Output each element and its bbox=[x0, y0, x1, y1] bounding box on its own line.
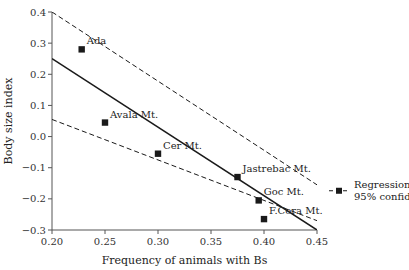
y-tick-label: 0.1 bbox=[30, 100, 46, 111]
x-axis-label: Frequency of animals with Bs bbox=[102, 254, 268, 267]
x-tick bbox=[317, 230, 318, 234]
x-tick-label: 0.25 bbox=[94, 236, 116, 247]
legend-label: Regression95% confid. bbox=[354, 179, 409, 202]
y-axis-label: Body size index bbox=[2, 77, 15, 165]
legend-item: Regression95% confid. bbox=[329, 179, 409, 202]
y-tick-label: −0.2 bbox=[22, 193, 46, 204]
y-tick bbox=[48, 12, 52, 13]
chart: 0.20 0.25 0.30 0.35 0.40 0.45 −0.3 −0.2 −0.1 0.0 0… bbox=[0, 0, 409, 270]
y-tick-label: −0.1 bbox=[22, 162, 46, 173]
point bbox=[102, 119, 108, 125]
y-tick bbox=[48, 136, 52, 137]
x-tick bbox=[264, 230, 265, 234]
point bbox=[261, 216, 267, 222]
confidence-line bbox=[52, 12, 317, 185]
y-tick-label: 0.0 bbox=[30, 131, 46, 142]
legend-marker bbox=[336, 188, 342, 194]
x-tick-label: 0.40 bbox=[253, 236, 275, 247]
y-tick bbox=[48, 230, 52, 231]
x-tick bbox=[52, 230, 53, 234]
y-tick bbox=[48, 105, 52, 106]
point-label: Ada bbox=[86, 35, 107, 46]
legend-label-line: Regression bbox=[354, 179, 409, 190]
plot-area bbox=[52, 12, 317, 230]
x-tick-label: 0.45 bbox=[306, 236, 328, 247]
point-label: Cer Mt. bbox=[163, 140, 202, 151]
x-tick-label: 0.35 bbox=[200, 236, 222, 247]
x-tick-label: 0.30 bbox=[147, 236, 169, 247]
x-axis bbox=[52, 230, 317, 231]
point bbox=[78, 46, 84, 52]
x-tick bbox=[158, 230, 159, 234]
point-label: Avala Mt. bbox=[109, 109, 158, 120]
point bbox=[155, 151, 161, 157]
point bbox=[256, 197, 262, 203]
point-label: Jastrebac Mt. bbox=[242, 163, 311, 174]
point-label: F.Cora Mt. bbox=[269, 205, 323, 216]
x-tick bbox=[105, 230, 106, 234]
y-tick-label: 0.4 bbox=[30, 7, 46, 18]
y-tick bbox=[48, 43, 52, 44]
legend-label-line: 95% confid. bbox=[354, 191, 409, 202]
y-tick bbox=[48, 198, 52, 199]
x-tick bbox=[211, 230, 212, 234]
y-tick-label: −0.3 bbox=[22, 225, 46, 236]
y-tick bbox=[48, 74, 52, 75]
y-axis bbox=[52, 12, 53, 230]
y-tick-label: 0.2 bbox=[30, 69, 46, 80]
point-label: Goc Mt. bbox=[264, 186, 304, 197]
y-tick-label: 0.3 bbox=[30, 38, 46, 49]
x-tick-label: 0.20 bbox=[41, 236, 63, 247]
y-tick bbox=[48, 167, 52, 168]
